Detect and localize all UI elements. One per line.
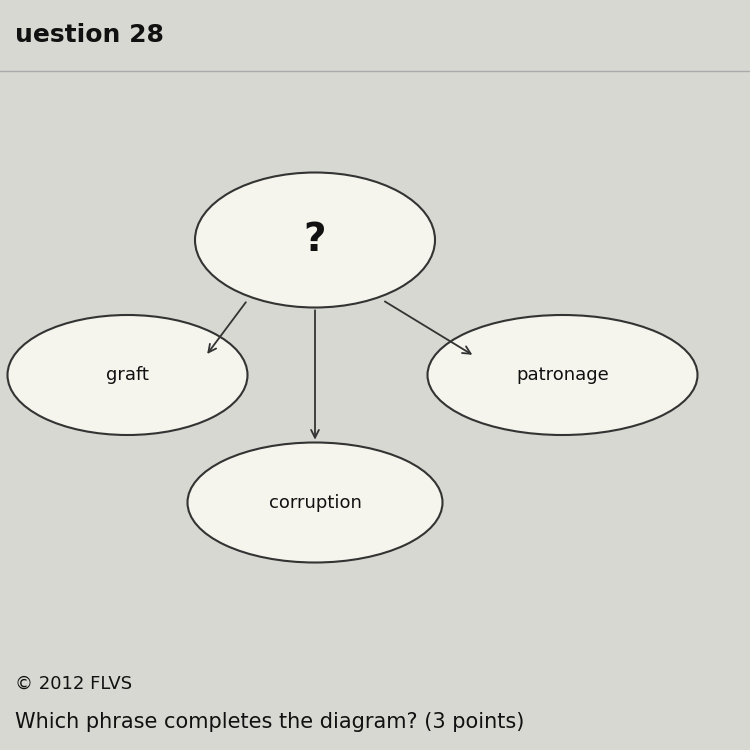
Text: graft: graft <box>106 366 149 384</box>
Ellipse shape <box>188 442 442 562</box>
Ellipse shape <box>8 315 248 435</box>
Text: © 2012 FLVS: © 2012 FLVS <box>15 675 132 693</box>
Text: corruption: corruption <box>268 494 362 512</box>
Ellipse shape <box>427 315 698 435</box>
Text: Which phrase completes the diagram? (3 points): Which phrase completes the diagram? (3 p… <box>15 712 524 733</box>
Text: ?: ? <box>304 221 326 259</box>
Ellipse shape <box>195 172 435 308</box>
Text: patronage: patronage <box>516 366 609 384</box>
Text: uestion 28: uestion 28 <box>15 22 164 46</box>
